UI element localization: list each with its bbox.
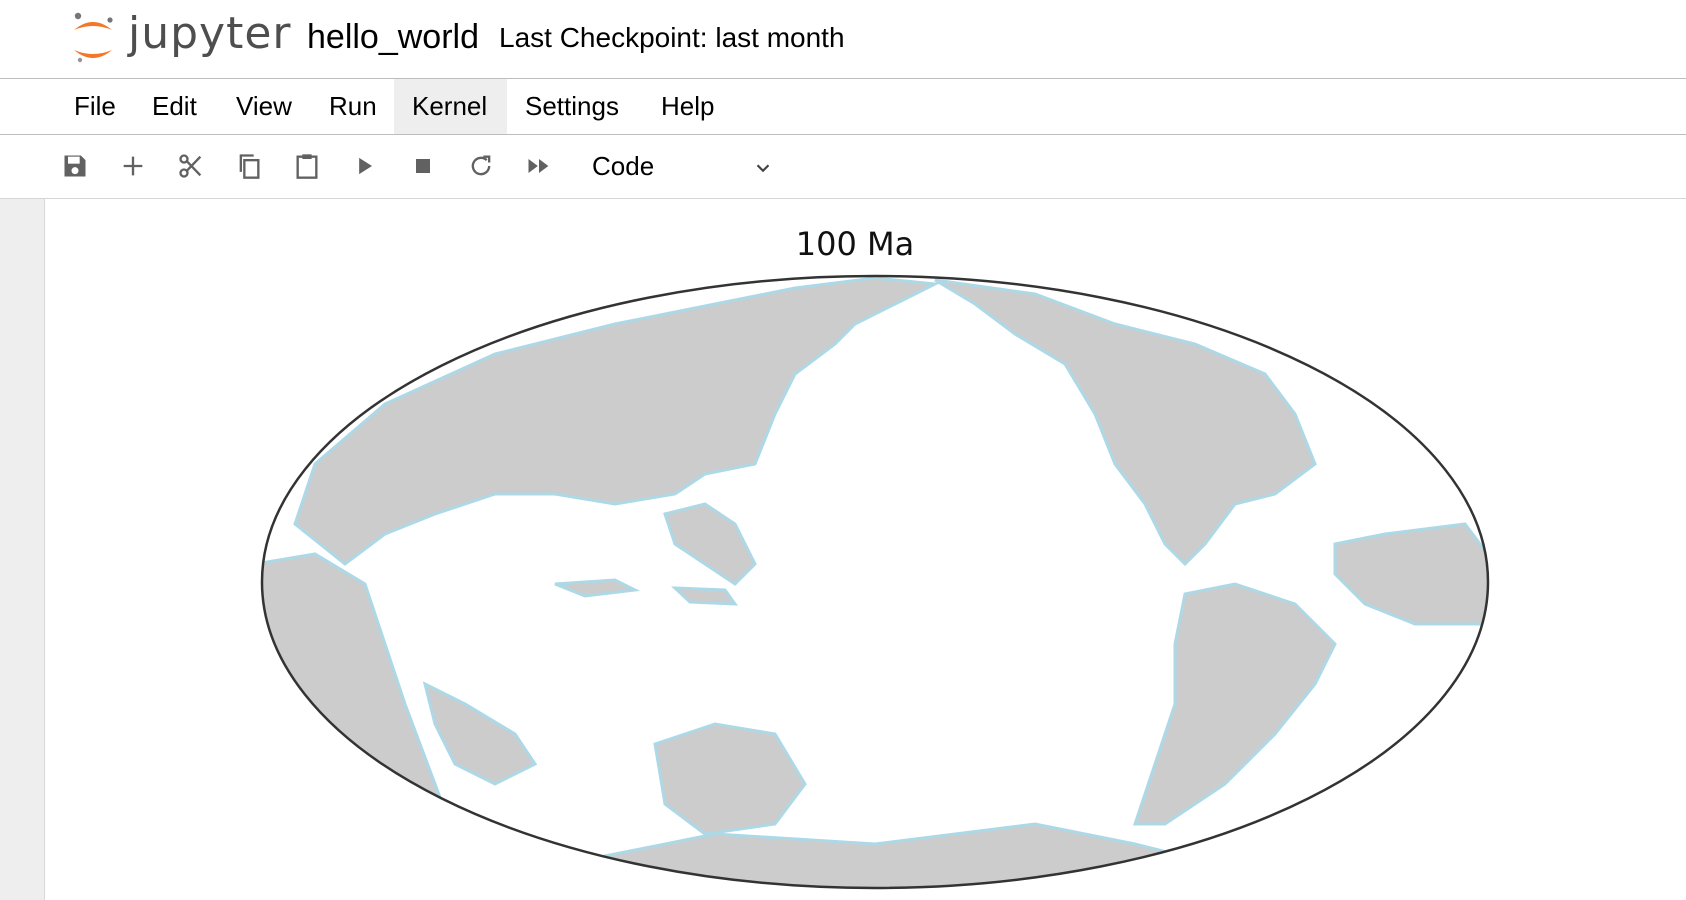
insert-cell-button[interactable] bbox=[114, 147, 152, 185]
menu-edit[interactable]: Edit bbox=[152, 91, 197, 121]
play-icon bbox=[359, 157, 372, 175]
landmass-australia-main bbox=[653, 722, 807, 836]
save-button[interactable] bbox=[56, 147, 94, 185]
run-cell-button[interactable] bbox=[346, 147, 384, 185]
menu-file[interactable]: File bbox=[74, 91, 116, 121]
landmass-islands-1 bbox=[554, 578, 641, 598]
fast-forward-icon bbox=[528, 159, 549, 173]
top-bar: jupyter hello_world Last Checkpoint: las… bbox=[0, 0, 1686, 79]
cell-gutter bbox=[0, 199, 45, 900]
cell-type-dropdown[interactable]: Code bbox=[580, 145, 782, 187]
landmass-eurasia bbox=[293, 276, 941, 566]
cell-output: 100 Ma bbox=[45, 199, 1686, 900]
globe-outline bbox=[260, 274, 1490, 890]
cell-type-value: Code bbox=[592, 151, 655, 181]
notebook-toolbar: Code bbox=[0, 135, 1686, 199]
menu-settings[interactable]: Settings bbox=[525, 91, 619, 121]
paste-icon bbox=[296, 154, 318, 179]
save-icon bbox=[64, 155, 86, 177]
paste-cell-button[interactable] bbox=[288, 147, 326, 185]
stop-icon bbox=[416, 159, 430, 173]
last-checkpoint-label: Last Checkpoint: last month bbox=[499, 22, 845, 53]
landmass-islands-2 bbox=[671, 586, 739, 606]
world-map-plot bbox=[260, 274, 1490, 890]
interrupt-kernel-button[interactable] bbox=[404, 147, 442, 185]
restart-icon bbox=[471, 155, 491, 176]
landmass-south-america bbox=[1132, 582, 1337, 826]
jupyter-logo-icon[interactable] bbox=[70, 10, 116, 66]
restart-run-all-button[interactable] bbox=[520, 147, 558, 185]
plot-title: 100 Ma bbox=[795, 225, 915, 263]
landmass-west-africa-edge bbox=[1333, 522, 1488, 626]
landmass-australia bbox=[422, 681, 538, 786]
cut-cell-button[interactable] bbox=[172, 147, 210, 185]
menu-bar: File Edit View Run Kernel Settings Help bbox=[0, 79, 1686, 135]
menu-help[interactable]: Help bbox=[661, 91, 715, 121]
notebook-title[interactable]: hello_world bbox=[307, 18, 479, 56]
menu-run[interactable]: Run bbox=[329, 91, 377, 121]
scissors-icon bbox=[179, 154, 202, 178]
landmass-north-america bbox=[934, 278, 1317, 567]
menu-view[interactable]: View bbox=[236, 91, 292, 121]
chevron-down-icon bbox=[756, 164, 770, 173]
copy-icon bbox=[239, 154, 260, 179]
menu-kernel[interactable]: Kernel bbox=[394, 79, 507, 134]
restart-kernel-button[interactable] bbox=[462, 147, 500, 185]
copy-cell-button[interactable] bbox=[230, 147, 268, 185]
landmass-southeast-asia bbox=[663, 502, 757, 586]
jupyter-wordmark: jupyter bbox=[128, 8, 292, 59]
plus-icon bbox=[123, 156, 143, 176]
